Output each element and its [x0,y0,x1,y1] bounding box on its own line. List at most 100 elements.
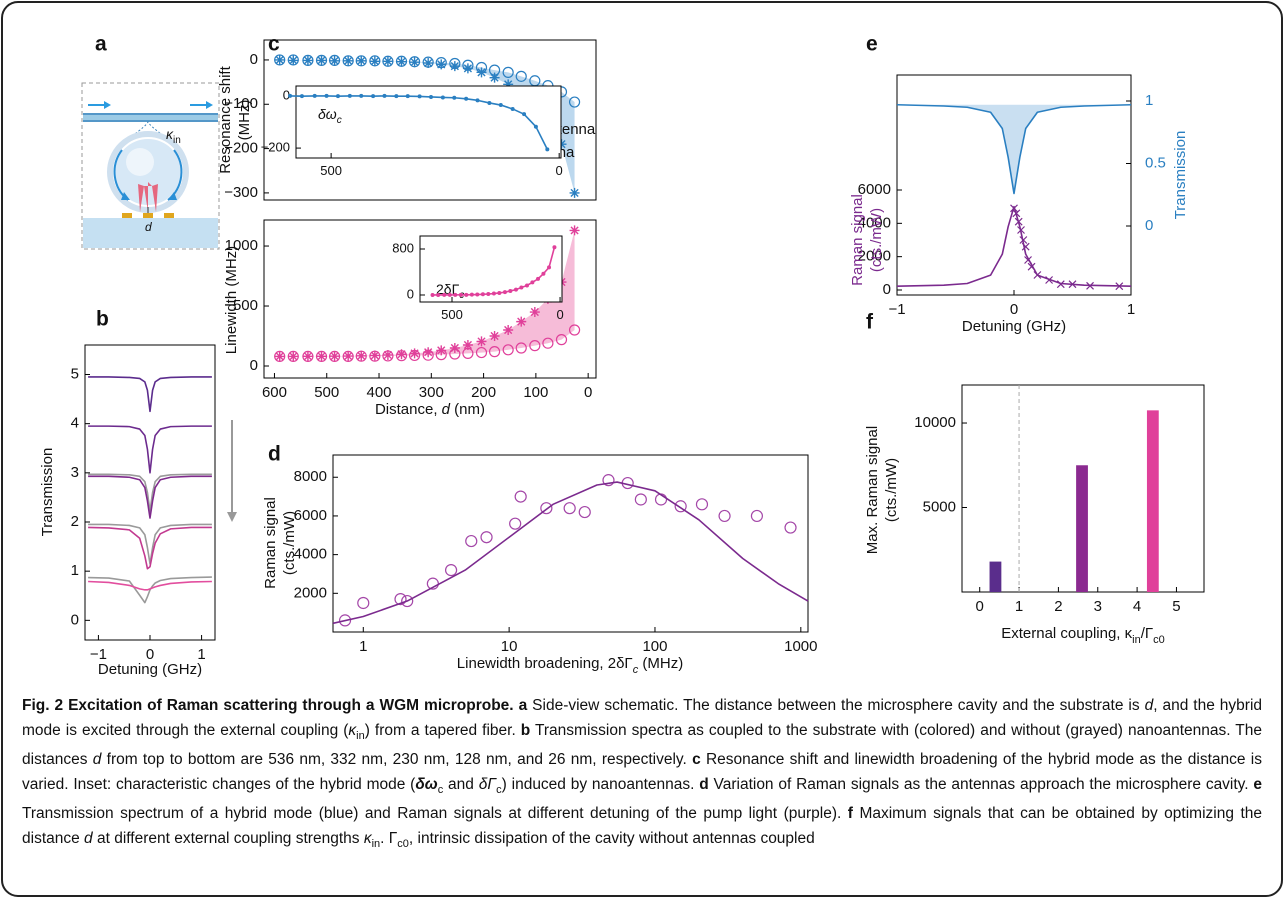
y-tick-label: 0 [407,286,414,301]
antenna [143,213,153,218]
series-line [88,526,212,570]
marker [423,58,434,69]
marker [312,93,317,98]
y-tick-label: 8000 [294,468,327,485]
marker [510,106,515,111]
marker [356,350,367,361]
kappa-label: κin [166,126,181,146]
label-part: External coupling, [1001,625,1124,642]
series-line [88,376,212,413]
label-part: κ [166,126,174,142]
caption-run: Resonance shift and linewidth broadening… [22,751,1262,793]
label-part: d [442,401,451,418]
marker [578,505,591,519]
marker [462,340,473,351]
marker [475,346,488,359]
marker [502,344,514,356]
marker [382,93,387,98]
marker [488,346,501,358]
marker [529,307,540,318]
marker [409,57,420,68]
marker [359,93,364,98]
marker [449,61,460,72]
panel-letter: d [268,443,281,466]
marker [299,94,304,99]
y-axis-label: (MHz) [236,100,253,141]
y-tick-label: 5000 [923,498,956,515]
y-tick-label: 800 [392,240,414,255]
marker [1056,280,1065,289]
label-part: 2δΓ [436,281,460,297]
marker [547,265,552,270]
marker [329,55,340,66]
label-part: Linewidth broadening, 2δΓ [457,655,633,672]
label-part: c [337,115,342,126]
caption-run: and [443,775,479,793]
marker [452,95,457,100]
y-axis-label: (cts./mW) [883,458,900,522]
x-tick-label: 500 [314,384,339,401]
caption-run: Γ [388,829,398,847]
caption: Fig. 2 Excitation of Raman scattering th… [22,694,1262,856]
caption-run: d [1144,697,1154,714]
marker [453,292,458,297]
panel-letter: c [268,33,280,56]
marker [316,55,327,66]
y-tick-label: −100 [224,95,258,112]
marker [522,112,527,117]
trend-arrow-head [227,512,237,522]
marker [1012,209,1021,218]
marker [515,342,527,354]
x-tick-label: −1 [888,301,905,318]
axis-label: Linewidth broadening, 2δΓc (MHz) [457,655,683,676]
caption-run: c0 [397,837,409,850]
marker [784,521,797,534]
y-tick-label: 0 [883,281,891,298]
caption-run: . [380,829,389,847]
x-tick-label: 0 [556,307,563,322]
panel-letter: e [866,33,878,56]
emission [138,182,158,212]
marker [529,340,541,352]
marker [382,56,393,67]
marker [514,490,527,503]
marker [343,55,354,66]
marker [540,502,553,515]
series-line [332,481,809,625]
marker [476,67,487,78]
series-line [88,475,212,519]
x-tick-label: 1 [197,646,205,663]
marker [1115,282,1124,291]
x-tick-label: 0 [146,646,154,663]
label-part: δω [318,106,337,122]
series-line [88,580,212,591]
marker [533,124,538,129]
marker [442,292,447,297]
y-tick-label: −300 [224,184,258,201]
marker [356,55,367,66]
y2-tick-label: 0.5 [1145,154,1166,171]
caption-run: Transmission spectrum of a hybrid mode (… [22,805,848,823]
marker [497,290,502,295]
x-tick-label: 2 [1054,598,1062,615]
y-tick-label: 1000 [225,237,258,254]
marker [274,54,285,65]
marker [542,337,554,349]
caption-run: Transmission spectra as coupled to the s… [22,721,1262,769]
x-tick-label: 5 [1172,598,1180,615]
y-tick-label: 5 [71,365,79,382]
x-axis-label: Detuning (GHz) [962,318,1066,335]
marker [1021,242,1030,251]
y-axis-label: (cts./mW) [868,208,885,272]
marker [371,94,376,99]
antenna [122,213,132,218]
caption-run: δΓ [478,775,497,793]
marker [436,345,447,356]
marker [302,55,313,66]
y-tick-label: 0 [283,87,290,102]
marker [335,94,340,99]
y-tick-label: −200 [261,140,290,155]
caption-run: b [520,721,531,739]
caption-run: c [437,783,444,796]
